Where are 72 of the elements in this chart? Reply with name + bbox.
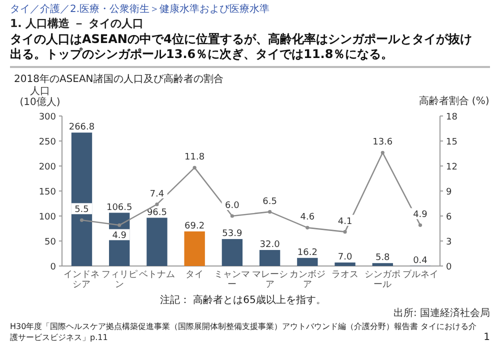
data-label: 4.9: [413, 210, 428, 220]
chart-subtitle: 2018年のASEAN諸国の人口及び高齢者の割合: [14, 73, 224, 85]
x-tick-label: シンガポール: [364, 270, 401, 290]
point: [380, 150, 384, 154]
data-label: 106.5: [106, 202, 132, 213]
bar: [297, 258, 318, 266]
bar: [334, 262, 356, 266]
text: タイ／介護／2.医療・公衆衛生＞健康水準および医療水準: [10, 3, 270, 15]
text: 1. 人口構造 － タイの人口: [10, 17, 144, 30]
data-label: 266.8: [68, 122, 95, 133]
bar: [222, 239, 243, 266]
data-label: 7.4: [150, 189, 164, 200]
data-label: 32.0: [260, 240, 280, 250]
data-label: 96.5: [146, 208, 167, 218]
point: [118, 223, 122, 227]
data-label: 53.9: [222, 229, 242, 240]
point: [418, 223, 422, 227]
y2-axis-title: 高齢者割合 (%): [418, 95, 490, 107]
text: 出所: 国連経済社会局: [393, 307, 490, 319]
x-tick-label: タイ: [186, 270, 204, 280]
y-tick-label: 0: [50, 262, 56, 272]
bar: [372, 263, 393, 266]
data-label: 6.5: [262, 196, 277, 207]
y-tick-label: 250: [38, 138, 56, 148]
data-label: 5.8: [375, 253, 390, 264]
y2-tick-label: 9: [446, 188, 452, 198]
y2-tick-label: 6: [446, 212, 452, 222]
data-label: 16.2: [297, 248, 318, 258]
x-tick-label: カンボジア: [289, 269, 326, 290]
x-tick-label: ベトナム: [138, 270, 175, 280]
bar: [71, 132, 92, 266]
bar: [146, 218, 168, 266]
text: 1: [484, 332, 490, 343]
data-label: 0.4: [413, 256, 428, 266]
data-label: 4.6: [300, 212, 315, 223]
data-label: 6.0: [225, 201, 240, 211]
point: [155, 202, 159, 206]
y-axis-title: 人口 (10億人): [20, 86, 60, 108]
data-label: 69.2: [184, 221, 205, 232]
data-label: 13.6: [372, 138, 393, 148]
y2-tick-label: 0: [446, 262, 452, 272]
data-label: 5.5: [74, 205, 89, 216]
data-label: 7.0: [338, 252, 352, 262]
y-tick-label: 200: [38, 162, 56, 172]
y-tick-label: 300: [38, 112, 56, 122]
y-tick-label: 50: [44, 238, 56, 248]
text: H30年度「国際ヘルスケア拠点構築促進事業（国際展開体制整備支援事業）アウトバウンド編（介護分野）報告書 タイにおける介護サービスビジネス」p.11: [10, 322, 477, 342]
text: 注記： 高齢者とは65歳以上を指す。: [160, 294, 326, 306]
point: [343, 230, 347, 234]
y2-tick-label: 3: [446, 238, 452, 248]
point: [192, 166, 196, 170]
bar: [184, 231, 205, 266]
data-label: 11.8: [184, 152, 205, 163]
x-tick-label: マレーシア: [252, 270, 288, 290]
data-label: 4.1: [338, 216, 352, 227]
chart-title: タイの人口はASEANの中で4位に位置するが、高齢化率はシンガポールとタイが抜け出る。トップのシンガポール13.6％に次ぎ、タイでは11.8％になる。: [10, 32, 472, 61]
data-label: 4.9: [112, 231, 127, 242]
x-tick-label: ミャンマー: [214, 270, 250, 290]
x-tick-label: ブルネイ: [402, 269, 438, 280]
x-tick-label: インドネシア: [64, 270, 100, 290]
y2-tick-label: 18: [446, 112, 458, 122]
point: [268, 210, 272, 214]
y-tick-label: 100: [38, 212, 56, 222]
y2-tick-label: 15: [446, 138, 458, 148]
point: [306, 226, 310, 230]
point: [80, 218, 84, 222]
x-tick-label: フィリピン: [101, 269, 138, 290]
x-tick-label: ラオス: [332, 270, 359, 280]
y-tick-label: 150: [38, 188, 56, 198]
point: [230, 214, 234, 218]
y2-tick-label: 12: [446, 162, 458, 172]
bar: [259, 250, 280, 266]
